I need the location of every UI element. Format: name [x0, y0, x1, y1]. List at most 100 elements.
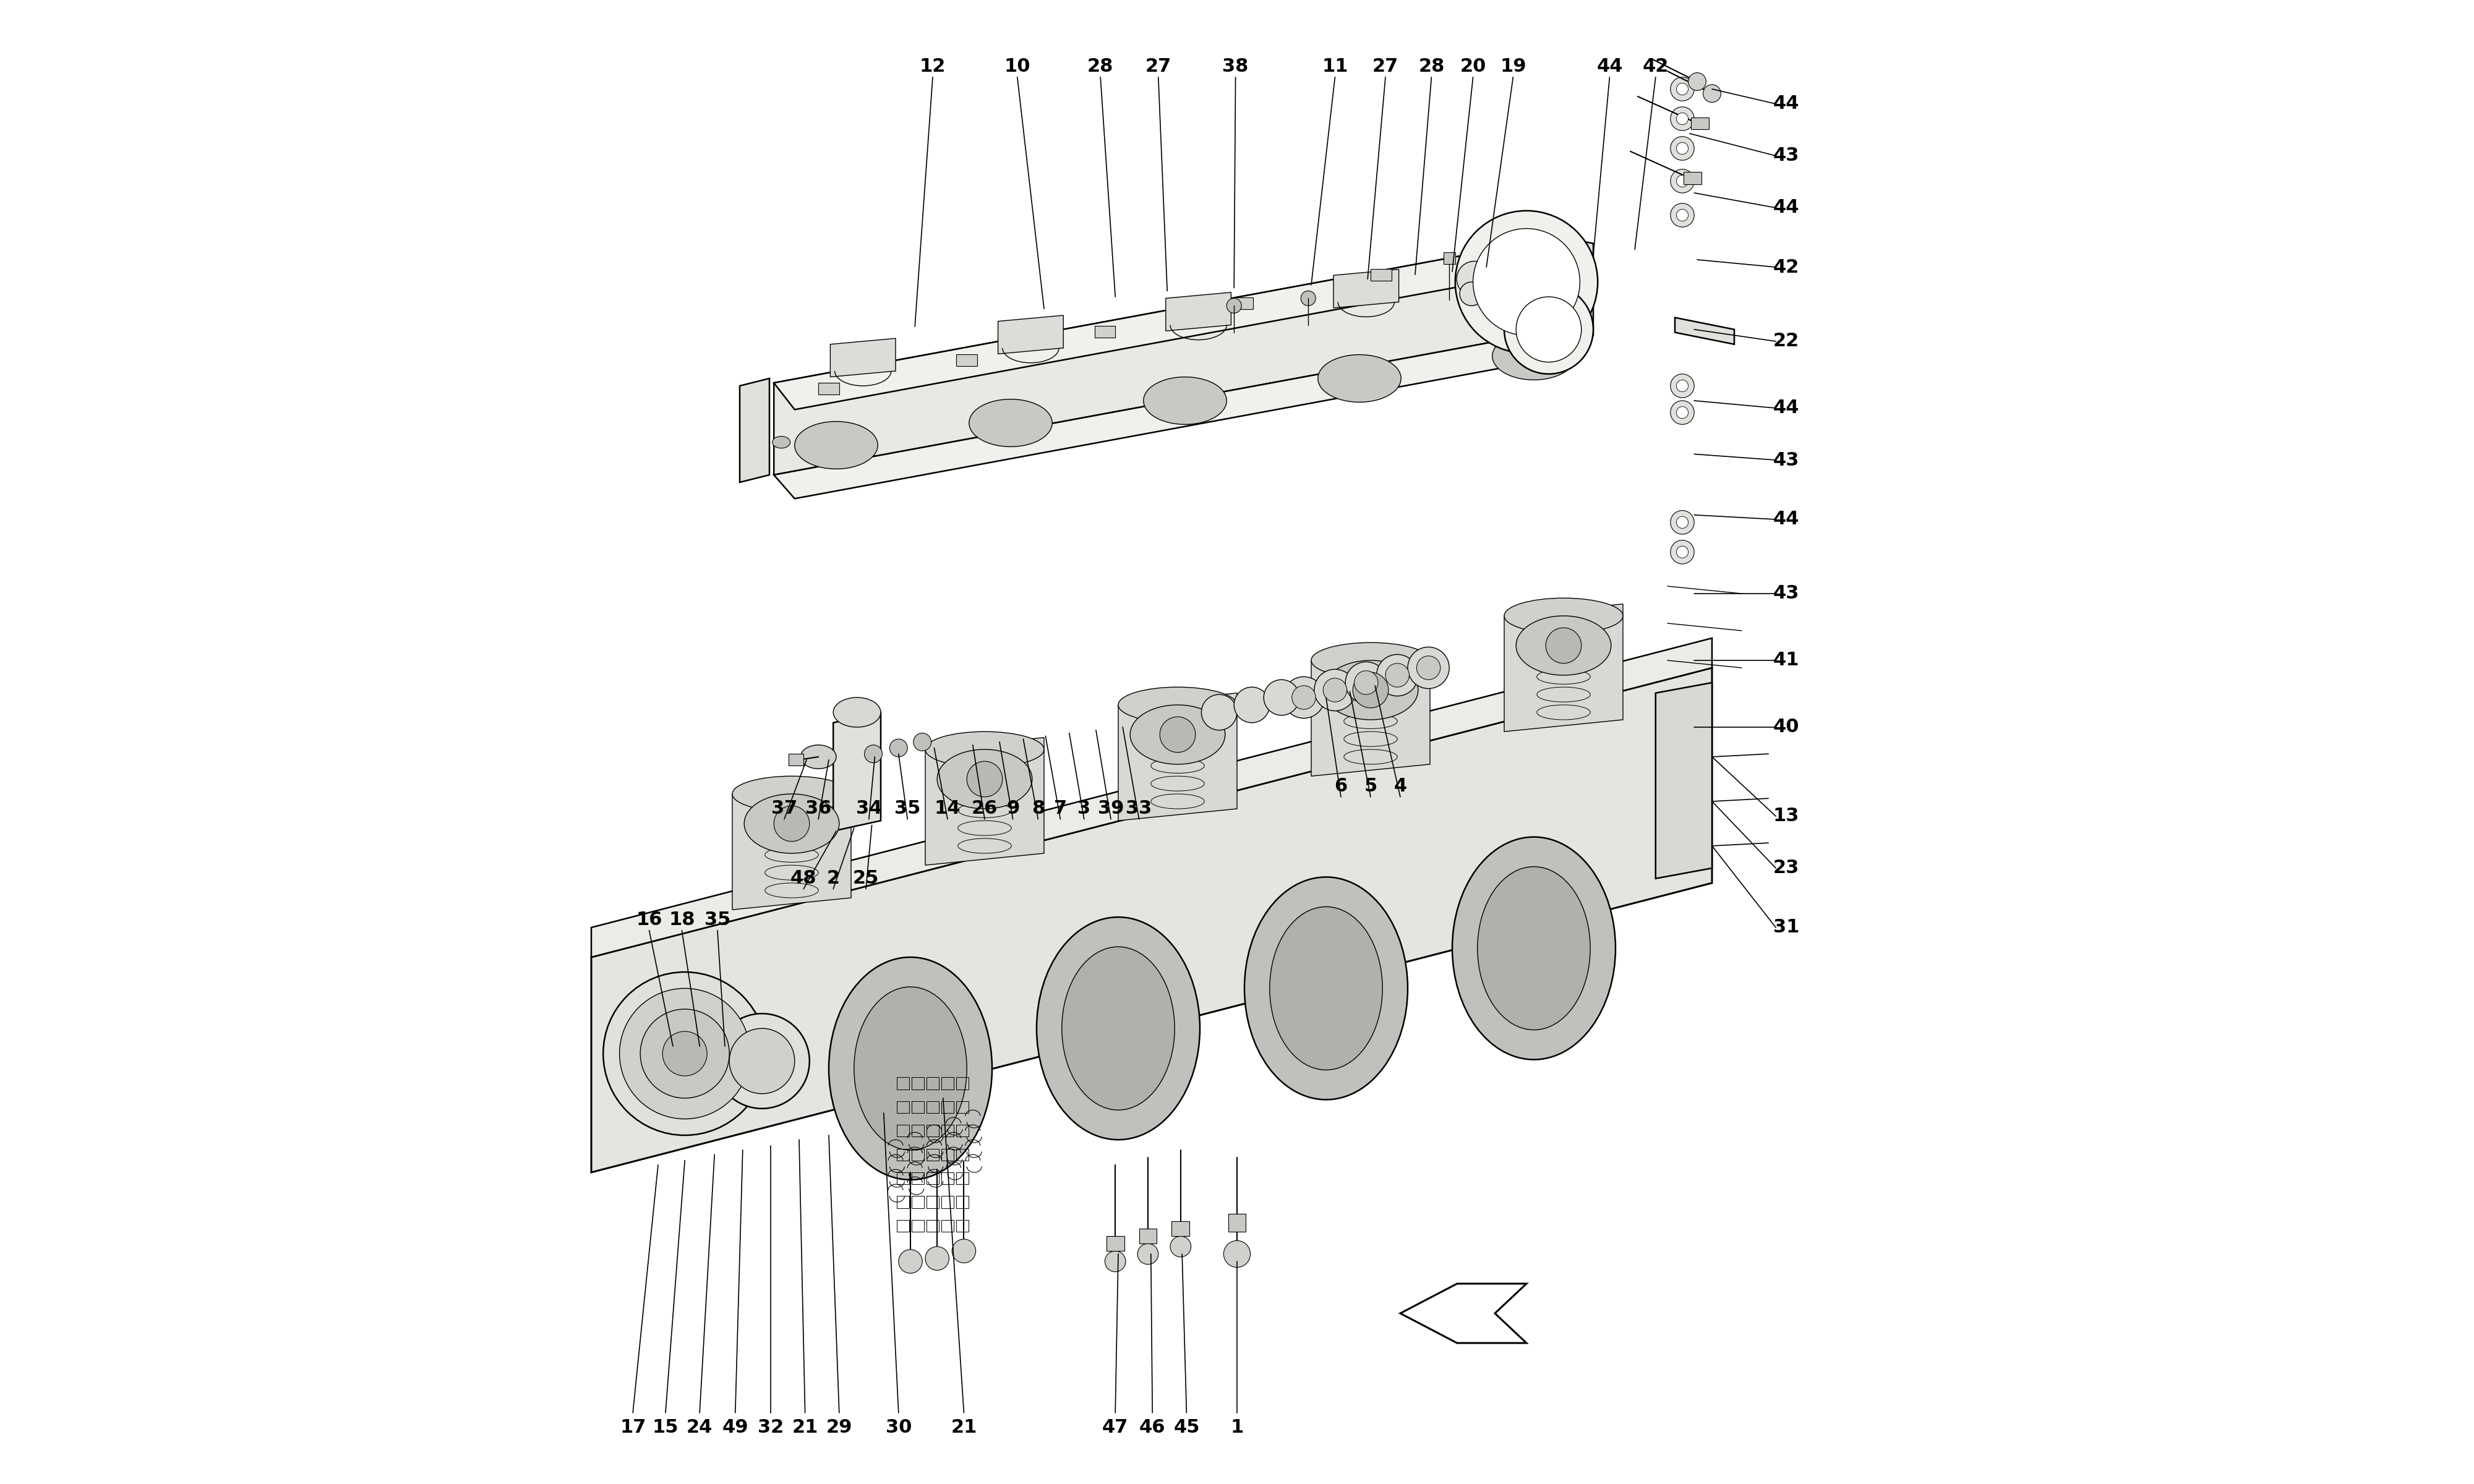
Text: 5: 5	[1363, 778, 1378, 795]
Circle shape	[1202, 695, 1237, 730]
Circle shape	[891, 739, 908, 757]
Text: 42: 42	[1774, 258, 1799, 276]
Text: 40: 40	[1774, 718, 1799, 736]
Text: 27: 27	[1145, 58, 1170, 76]
Text: 44: 44	[1774, 95, 1799, 113]
Text: 38: 38	[1222, 58, 1249, 76]
Ellipse shape	[1118, 687, 1237, 723]
Ellipse shape	[854, 987, 967, 1150]
Ellipse shape	[1311, 643, 1430, 678]
Polygon shape	[997, 315, 1064, 353]
Text: 28: 28	[1418, 58, 1445, 76]
Bar	[957, 1125, 967, 1137]
Circle shape	[863, 745, 883, 763]
Circle shape	[1670, 169, 1695, 193]
Text: 41: 41	[1774, 651, 1799, 669]
Text: 43: 43	[1774, 451, 1799, 469]
Bar	[913, 1077, 923, 1089]
Polygon shape	[1400, 1284, 1526, 1343]
Circle shape	[1670, 137, 1695, 160]
Text: 32: 32	[757, 1419, 784, 1437]
Ellipse shape	[1319, 355, 1400, 402]
Polygon shape	[1311, 649, 1430, 776]
Bar	[1692, 117, 1710, 129]
Circle shape	[618, 988, 750, 1119]
Bar	[898, 1077, 908, 1089]
Polygon shape	[740, 378, 769, 482]
Circle shape	[1670, 374, 1695, 398]
Polygon shape	[732, 782, 851, 910]
Circle shape	[1546, 628, 1581, 663]
Bar	[943, 1172, 952, 1184]
Ellipse shape	[794, 421, 878, 469]
Bar	[1509, 240, 1529, 252]
Ellipse shape	[1244, 877, 1408, 1100]
Ellipse shape	[1269, 907, 1383, 1070]
Text: 25: 25	[854, 870, 878, 887]
Text: 39: 39	[1098, 800, 1123, 818]
Text: 28: 28	[1089, 58, 1113, 76]
Circle shape	[1517, 297, 1581, 362]
Circle shape	[1457, 261, 1492, 297]
Bar	[943, 1149, 952, 1160]
Text: 42: 42	[1643, 58, 1667, 76]
Text: 27: 27	[1373, 58, 1398, 76]
Bar	[898, 1125, 908, 1137]
Bar	[898, 1220, 908, 1232]
Text: 30: 30	[886, 1419, 910, 1437]
Circle shape	[1235, 687, 1269, 723]
Bar	[943, 1077, 952, 1089]
Bar	[957, 1101, 967, 1113]
Bar	[898, 1196, 908, 1208]
Circle shape	[1670, 203, 1695, 227]
Polygon shape	[774, 237, 1581, 410]
Ellipse shape	[938, 749, 1032, 809]
Polygon shape	[834, 712, 881, 831]
Bar	[913, 1149, 923, 1160]
Ellipse shape	[925, 732, 1044, 767]
Text: 21: 21	[950, 1419, 977, 1437]
Circle shape	[641, 1009, 730, 1098]
Polygon shape	[831, 338, 896, 377]
Circle shape	[1227, 298, 1242, 313]
Text: 19: 19	[1499, 58, 1526, 76]
Bar	[957, 1220, 967, 1232]
Text: 11: 11	[1321, 58, 1348, 76]
Ellipse shape	[1504, 598, 1623, 634]
Text: 44: 44	[1774, 510, 1799, 528]
Bar	[928, 1077, 938, 1089]
Bar	[1094, 326, 1116, 338]
Circle shape	[925, 1247, 950, 1270]
Ellipse shape	[1477, 867, 1591, 1030]
Circle shape	[1408, 647, 1450, 689]
Text: 15: 15	[653, 1419, 678, 1437]
Circle shape	[1677, 113, 1687, 125]
Circle shape	[1264, 680, 1299, 715]
Circle shape	[715, 1014, 809, 1109]
Ellipse shape	[1143, 377, 1227, 424]
Ellipse shape	[802, 745, 836, 769]
Bar	[898, 1172, 908, 1184]
Text: 47: 47	[1103, 1419, 1128, 1437]
Text: 4: 4	[1393, 778, 1408, 795]
Polygon shape	[1502, 246, 1566, 285]
Bar	[1106, 1236, 1123, 1251]
Ellipse shape	[1452, 837, 1616, 1060]
Circle shape	[1677, 516, 1687, 528]
Bar	[1227, 1214, 1247, 1232]
Polygon shape	[1165, 292, 1232, 331]
Bar	[943, 1125, 952, 1137]
Polygon shape	[591, 668, 1712, 1172]
Circle shape	[1677, 142, 1687, 154]
Circle shape	[1284, 677, 1324, 718]
Bar	[943, 1220, 952, 1232]
Text: 43: 43	[1774, 147, 1799, 165]
Ellipse shape	[829, 957, 992, 1180]
Text: 35: 35	[705, 911, 730, 929]
Text: 29: 29	[826, 1419, 854, 1437]
Circle shape	[1324, 678, 1346, 702]
Text: 49: 49	[722, 1419, 750, 1437]
Ellipse shape	[1492, 332, 1576, 380]
Text: 16: 16	[636, 911, 663, 929]
Bar	[898, 1101, 908, 1113]
